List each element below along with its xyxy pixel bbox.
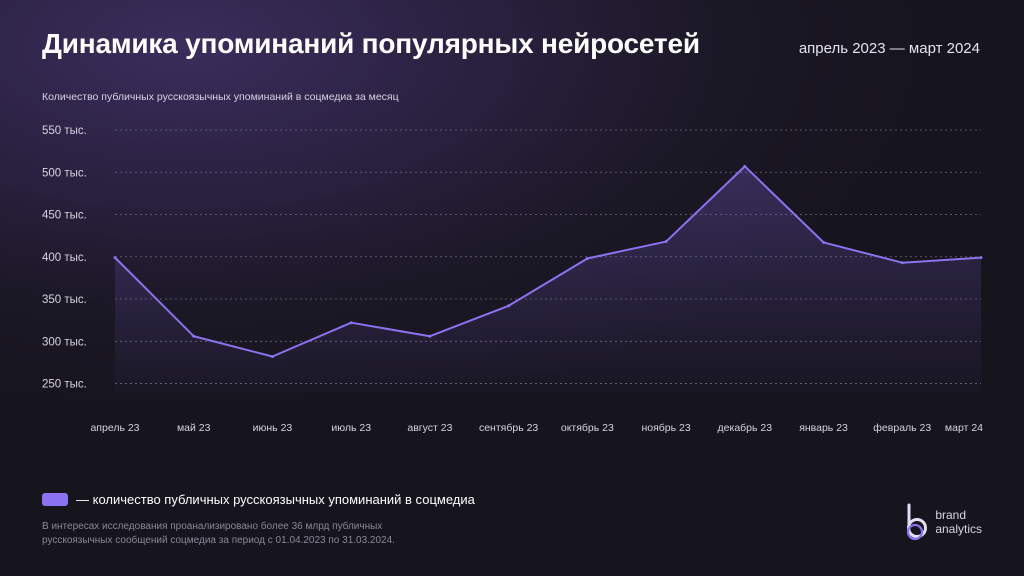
data-point	[270, 355, 274, 359]
x-tick-label: февраль 23	[873, 422, 931, 434]
brand-logo-line-2: analytics	[935, 522, 982, 536]
x-axis-ticks: апрель 23 май 23 июнь 23 июль 23 август 23 се…	[90, 422, 983, 434]
series-points	[113, 164, 983, 359]
period-label: апрель 2023 — март 2024	[798, 40, 980, 57]
line-chart: 250 тыс. 300 тыс. 350 тыс. 400 тыс. 450 тыс.…	[42, 125, 983, 434]
x-tick-label: октябрь 23	[561, 422, 614, 434]
data-point	[428, 334, 432, 338]
data-point	[507, 304, 511, 308]
data-point	[113, 256, 117, 260]
chart-subtitle: Количество публичных русскоязычных упоми…	[42, 91, 399, 103]
x-tick-label: январь 23	[799, 422, 848, 434]
data-point	[900, 261, 904, 265]
x-tick-label: август 23	[407, 422, 452, 434]
x-tick-label: май 23	[177, 422, 211, 434]
x-tick-label: ноябрь 23	[641, 422, 690, 434]
y-axis-ticks: 250 тыс. 300 тыс. 350 тыс. 400 тыс. 450 тыс.…	[42, 125, 87, 391]
x-tick-label: июнь 23	[253, 422, 293, 434]
y-tick-label: 250 тыс.	[42, 379, 87, 391]
data-point	[192, 334, 196, 338]
data-point	[349, 321, 353, 325]
brand-logo-text: brand analytics	[935, 508, 982, 536]
y-tick-label: 550 тыс.	[42, 125, 87, 137]
brand-logo-line-1: brand	[935, 508, 967, 522]
legend: — количество публичных русскоязычных упо…	[42, 492, 475, 507]
y-tick-label: 300 тыс.	[42, 336, 87, 348]
x-tick-label: декабрь 23	[718, 422, 773, 434]
data-point	[743, 164, 747, 168]
footnote-line-2: русскоязычных сообщений соцмедиа за пери…	[42, 535, 395, 546]
footnote-line-1: В интересах исследования проанализирован…	[42, 521, 383, 532]
y-tick-label: 400 тыс.	[42, 252, 87, 264]
legend-label: — количество публичных русскоязычных упо…	[76, 492, 475, 507]
series-area	[115, 166, 981, 392]
y-tick-label: 500 тыс.	[42, 167, 87, 179]
x-tick-label: июль 23	[331, 422, 371, 434]
x-tick-label: март 24	[945, 422, 983, 434]
data-point	[822, 240, 826, 244]
brand-analytics-logo-icon	[907, 503, 928, 541]
legend-swatch	[42, 493, 68, 506]
x-tick-label: сентябрь 23	[479, 422, 538, 434]
x-tick-label: апрель 23	[90, 422, 139, 434]
data-point	[585, 256, 589, 260]
y-tick-label: 450 тыс.	[42, 210, 87, 222]
data-point	[664, 240, 668, 244]
data-point	[979, 256, 983, 260]
chart-title: Динамика упоминаний популярных нейросете…	[42, 28, 700, 59]
footnote: В интересах исследования проанализирован…	[42, 520, 395, 548]
series-line	[114, 165, 982, 358]
y-tick-label: 350 тыс.	[42, 294, 87, 306]
brand-logo: brand analytics	[903, 502, 982, 542]
